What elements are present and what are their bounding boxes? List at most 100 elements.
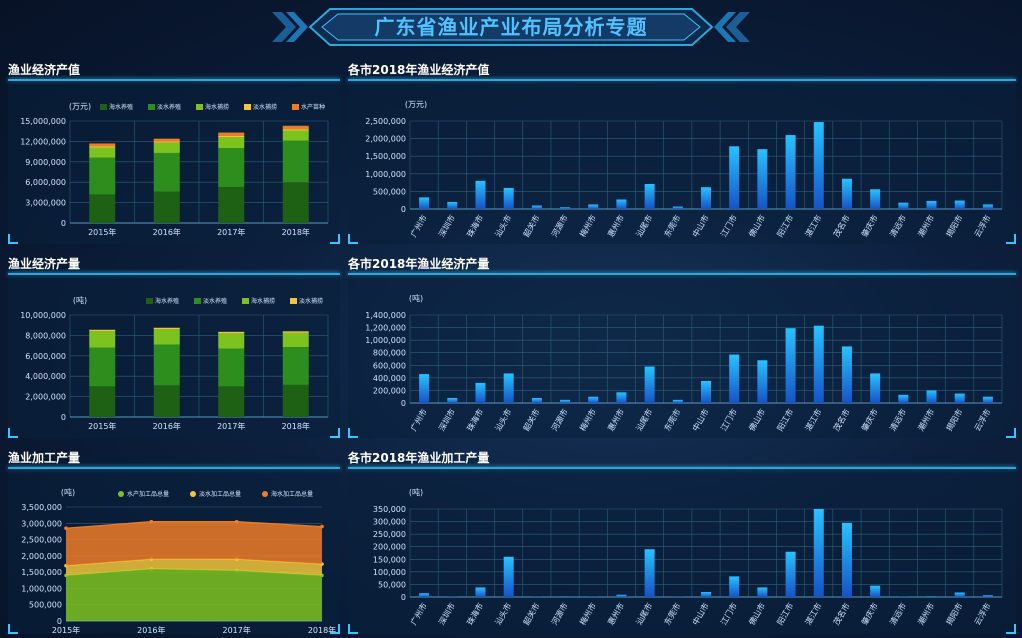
legend-label: 淡水加工品总量: [199, 490, 241, 498]
series-line: [65, 521, 323, 529]
bar: [870, 585, 881, 597]
x-tick-label: 湛江市: [803, 601, 824, 627]
bar-segment: [153, 344, 180, 386]
x-tick-label: 江门市: [718, 407, 739, 433]
x-tick-label: 茂名市: [831, 601, 852, 627]
bar-segment: [153, 142, 180, 153]
panel-divider: [348, 79, 1016, 81]
y-tick-label: 0: [61, 413, 66, 422]
bar: [701, 187, 711, 209]
bar: [475, 382, 486, 403]
x-tick-label: 珠海市: [465, 407, 486, 433]
bar: [447, 596, 458, 597]
bar-segment: [153, 152, 180, 192]
y-tick-label: 1,400,000: [365, 311, 406, 320]
bar: [954, 393, 965, 403]
panel-divider: [8, 273, 340, 275]
y-tick-label: 10,000,000: [20, 311, 66, 320]
panel-value-by-year: 渔业经济产值 0 3,000,000 6,000,000 9,000,000 12,00…: [8, 62, 340, 244]
bar-segment: [282, 332, 309, 348]
x-tick-label: 佛山市: [746, 601, 767, 627]
y-tick-label: 0: [61, 219, 66, 228]
y-tick-label: 1,000,000: [21, 584, 62, 593]
x-tick-label: 深圳市: [436, 601, 457, 627]
x-tick-label: 广州市: [408, 407, 429, 433]
legend-swatch: [190, 491, 196, 497]
bar: [813, 325, 824, 403]
chart-output-by-city: 0 200,000 400,000 600,000 800,000 1,000,000 1,…: [365, 293, 1003, 433]
legend-label: 淡水捕捞: [299, 297, 323, 305]
bar: [926, 596, 937, 597]
bar: [982, 204, 993, 209]
y-tick-label: 1,200,000: [365, 324, 406, 333]
x-tick-label: 2018年: [308, 625, 336, 634]
y-tick-label: 3,000,000: [25, 199, 66, 208]
x-tick-label: 深圳市: [436, 213, 457, 239]
corner-bottom-left: [8, 428, 18, 438]
bar: [954, 592, 965, 597]
x-tick-label: 湛江市: [803, 407, 824, 433]
y-tick-label: 150,000: [373, 555, 406, 564]
y-tick-label: 100,000: [373, 568, 406, 577]
bar-segment: [153, 191, 180, 223]
unit-label: (吨): [73, 295, 87, 305]
legend-swatch: [244, 104, 251, 110]
bar: [701, 591, 711, 597]
bar-segment: [282, 140, 309, 183]
bar: [616, 392, 627, 403]
chart-processing-by-year: 0 500,000 1,000,000 1,500,000 2,000,000 2,500…: [21, 487, 336, 634]
bar: [982, 595, 993, 597]
data-point: [234, 519, 239, 524]
bar-segment: [218, 186, 245, 223]
bar-segment: [218, 386, 245, 417]
legend-label: 淡水养殖: [203, 297, 227, 305]
bar-segment: [153, 138, 180, 142]
bar: [813, 122, 824, 209]
x-tick-label: 东莞市: [662, 601, 683, 627]
x-tick-label: 深圳市: [436, 407, 457, 433]
y-tick-label: 8,000,000: [25, 331, 66, 340]
y-tick-label: 800,000: [373, 349, 406, 358]
legend-swatch: [196, 104, 203, 110]
area-series: [66, 521, 322, 566]
corner-bottom-left: [348, 624, 358, 634]
bar: [560, 399, 571, 403]
page-title-bar: 广东省渔业产业布局分析专题: [270, 6, 752, 48]
x-tick-label: 梅州市: [577, 213, 598, 239]
legend-label: 海水捕捞: [251, 297, 275, 305]
y-tick-label: 1,500,000: [365, 152, 406, 161]
bar: [419, 197, 430, 209]
legend-swatch: [242, 298, 249, 304]
legend-swatch: [148, 104, 155, 110]
y-tick-label: 200,000: [373, 543, 406, 552]
x-tick-label: 梅州市: [577, 407, 598, 433]
bar: [954, 200, 965, 209]
bar-segment: [89, 146, 116, 148]
x-tick-label: 江门市: [718, 213, 739, 239]
bar: [813, 509, 824, 597]
y-tick-label: 2,000,000: [25, 393, 66, 402]
x-tick-label: 珠海市: [465, 601, 486, 627]
bar-segment: [282, 182, 309, 223]
panel-title: 渔业经济产值: [8, 63, 81, 77]
x-tick-label: 江门市: [718, 601, 739, 627]
bar: [531, 596, 542, 597]
bar: [926, 390, 937, 403]
bar-segment: [153, 327, 180, 330]
panel-output-by-city: 各市2018年渔业经济产量 0 200,000 400,000 600,000 800,…: [348, 256, 1016, 438]
bar: [757, 360, 768, 403]
y-tick-label: 200,000: [373, 386, 406, 395]
y-tick-label: 4,000,000: [25, 372, 66, 381]
bar-segment: [153, 141, 180, 143]
panel-processing-by-city: 各市2018年渔业加工产量 0 50,000 100,000 150,000 200,0…: [348, 450, 1016, 634]
x-tick-label: 揭阳市: [944, 407, 965, 433]
bar-segment: [282, 347, 309, 385]
x-tick-label: 河源市: [549, 213, 570, 239]
y-tick-label: 0: [401, 399, 406, 408]
panel-divider: [8, 79, 340, 81]
legend-label: 海水养殖: [109, 103, 133, 111]
area-series: [66, 559, 322, 576]
bar-segment: [89, 386, 116, 417]
y-tick-label: 6,000,000: [25, 178, 66, 187]
panel-title: 各市2018年渔业加工产量: [348, 451, 490, 465]
